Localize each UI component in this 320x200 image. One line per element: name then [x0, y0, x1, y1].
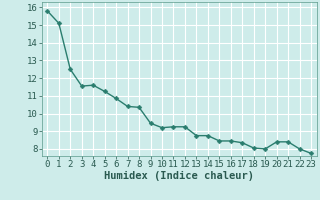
X-axis label: Humidex (Indice chaleur): Humidex (Indice chaleur) [104, 171, 254, 181]
